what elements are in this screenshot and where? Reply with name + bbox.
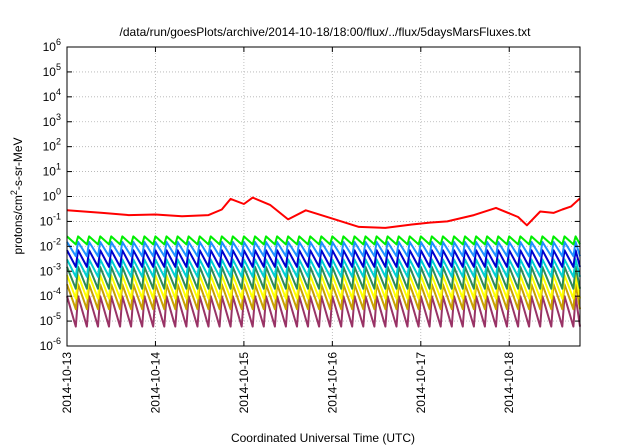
y-tick-label: 10-3 — [40, 261, 61, 278]
chart-title: /data/run/goesPlots/archive/2014-10-18/1… — [120, 25, 532, 39]
series-line-9 — [66, 295, 581, 328]
y-tick-label: 105 — [43, 62, 61, 79]
x-tick-label: 2014-10-13 — [60, 352, 74, 414]
series-line-5 — [66, 258, 581, 278]
y-tick-label: 104 — [43, 87, 61, 104]
series-line-3 — [66, 240, 581, 258]
y-tick-label: 101 — [43, 162, 61, 179]
y-tick-label: 10-6 — [40, 336, 61, 353]
series-line-1 — [66, 196, 581, 229]
series-line-4 — [66, 249, 581, 268]
series-line-2 — [66, 235, 581, 246]
x-tick-label: 2014-10-18 — [502, 352, 516, 414]
y-tick-label: 102 — [43, 137, 61, 154]
series-group — [66, 196, 581, 328]
y-tick-label: 103 — [43, 112, 61, 129]
x-axis-label: Coordinated Universal Time (UTC) — [231, 431, 415, 445]
y-axis-ticks: 10-6 10-5 10-4 10-3 10-2 10-1 100 101 102 103 104 1… — [40, 37, 580, 353]
x-tick-label: 2014-10-16 — [325, 352, 339, 414]
y-tick-label: 100 — [43, 187, 61, 204]
y-tick-label: 106 — [43, 37, 61, 54]
y-tick-label: 10-4 — [40, 286, 61, 303]
x-axis-ticks: 2014-10-13 2014-10-14 2014-10-15 2014-10-16… — [60, 47, 516, 413]
series-line-6 — [66, 265, 581, 290]
x-tick-label: 2014-10-15 — [237, 352, 251, 414]
y-tick-label: 10-2 — [40, 236, 61, 253]
x-tick-label: 2014-10-17 — [414, 352, 428, 414]
y-tick-label: 10-1 — [40, 211, 61, 228]
x-tick-label: 2014-10-14 — [148, 352, 162, 414]
y-tick-label: 10-5 — [40, 311, 61, 328]
y-axis-label: protons/cm2-s-sr-MeV — [9, 137, 25, 254]
